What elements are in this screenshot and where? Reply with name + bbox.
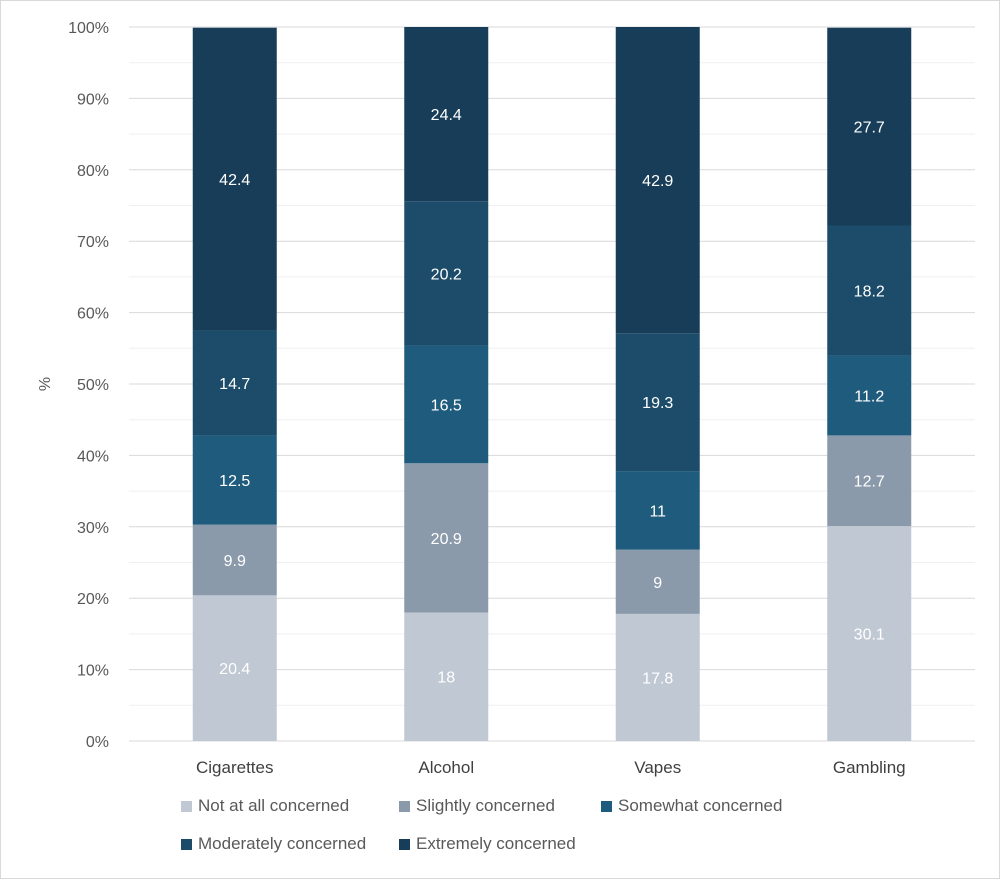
bars: 20.4 9.9 12.5 14.7 42.4 18 20.9 16.5 20.2 24.4 17.… (192, 27, 912, 741)
data-label: 30.1 (854, 627, 885, 644)
data-label: 24.4 (431, 107, 462, 124)
y-tick-label: 100% (68, 20, 109, 37)
bar-segment (615, 471, 700, 550)
data-label: 18 (437, 670, 455, 687)
bar-segment (615, 333, 700, 472)
legend-item: Somewhat concerned (601, 796, 782, 816)
data-label: 20.9 (431, 531, 462, 548)
y-tick-label: 70% (77, 234, 109, 251)
bar-segment (192, 595, 277, 741)
data-label: 18.2 (854, 283, 885, 300)
y-tick-label: 90% (77, 91, 109, 108)
data-label: 27.7 (854, 120, 885, 137)
x-axis-categories: Cigarettes Alcohol Vapes Gambling (196, 758, 906, 777)
y-tick-label: 10% (77, 663, 109, 680)
data-label: 9.9 (224, 553, 246, 570)
bar-segment (615, 27, 700, 334)
bar-segment (192, 435, 277, 525)
bar-stack-cigarettes: 20.4 9.9 12.5 14.7 42.4 (192, 27, 277, 741)
bar-segment (615, 613, 700, 741)
y-tick-label: 30% (77, 520, 109, 537)
bar-segment (404, 345, 489, 464)
legend-label: Extremely concerned (416, 834, 576, 853)
legend-swatch (399, 838, 410, 850)
bar-segment (827, 355, 912, 436)
bar-segment (827, 526, 912, 741)
legend-item: Moderately concerned (181, 834, 366, 854)
legend-item: Slightly concerned (399, 796, 555, 816)
legend-label: Not at all concerned (198, 796, 350, 815)
data-label: 11 (649, 503, 666, 520)
bar-segment (404, 27, 489, 202)
x-category-label: Alcohol (418, 758, 474, 777)
legend-item: Not at all concerned (181, 796, 349, 816)
legend-label: Moderately concerned (198, 834, 367, 853)
bar-segment (615, 549, 700, 614)
bar-segment (192, 330, 277, 436)
bar-stack-alcohol: 18 20.9 16.5 20.2 24.4 (404, 27, 489, 741)
data-label: 14.7 (219, 376, 250, 393)
legend-item: Extremely concerned (399, 834, 576, 854)
bar-segment (404, 201, 489, 346)
y-tick-label: 80% (77, 163, 109, 180)
x-category-label: Vapes (634, 758, 681, 777)
y-tick-label: 0% (86, 734, 109, 751)
bar-segment (827, 27, 912, 226)
data-label: 42.4 (219, 172, 250, 189)
bar-segment (404, 612, 489, 741)
bar-segment (827, 225, 912, 356)
bar-segment (192, 524, 277, 596)
bar-stack-gambling: 30.1 12.7 11.2 18.2 27.7 (827, 27, 912, 741)
y-tick-label: 40% (77, 448, 109, 465)
data-label: 19.3 (642, 395, 673, 412)
data-label: 9 (653, 575, 662, 592)
data-label: 17.8 (642, 670, 673, 687)
data-label: 42.9 (642, 173, 673, 190)
legend-swatch (399, 800, 410, 812)
legend-swatch (181, 838, 192, 850)
legend-label: Slightly concerned (416, 796, 555, 815)
data-label: 11.2 (854, 388, 884, 405)
data-label: 16.5 (431, 397, 462, 414)
data-label: 12.7 (854, 474, 885, 491)
legend-swatch (601, 800, 612, 812)
x-category-label: Gambling (833, 758, 906, 777)
y-tick-label: 20% (77, 591, 109, 608)
stacked-bar-chart: 0% 10% 20% 30% 40% 50% 60% 70% 80% 90% 100% % 20.4… (37, 20, 975, 777)
legend-swatch (181, 800, 192, 812)
legend-label: Somewhat concerned (618, 796, 783, 815)
bar-segment (192, 27, 277, 331)
data-label: 20.4 (219, 661, 250, 678)
bar-segment (404, 463, 489, 613)
bar-stack-vapes: 17.8 9 11 19.3 42.9 (615, 27, 700, 741)
y-axis-label: % (37, 377, 54, 391)
x-category-label: Cigarettes (196, 758, 273, 777)
data-label: 20.2 (431, 266, 462, 283)
bar-segment (827, 435, 912, 527)
y-tick-label: 60% (77, 306, 109, 323)
y-tick-label: 50% (77, 377, 109, 394)
data-label: 12.5 (219, 473, 250, 490)
y-axis-ticks: 0% 10% 20% 30% 40% 50% 60% 70% 80% 90% 100% (68, 20, 109, 751)
